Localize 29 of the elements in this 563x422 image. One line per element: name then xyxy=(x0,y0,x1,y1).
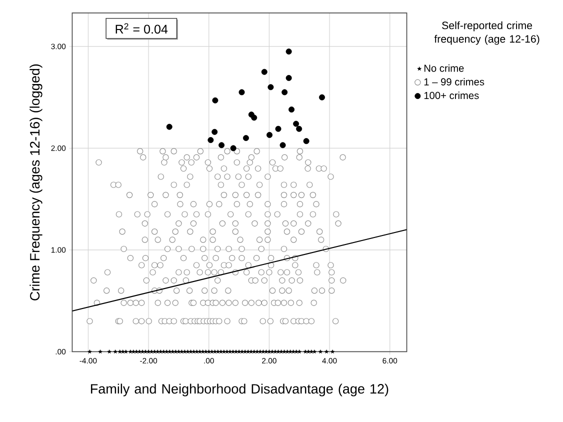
point xyxy=(166,124,172,130)
point xyxy=(275,126,282,132)
legend-label: No crime xyxy=(424,64,464,72)
point xyxy=(318,94,325,100)
point xyxy=(296,126,302,132)
point xyxy=(212,97,218,104)
point xyxy=(212,129,218,136)
legend-label: 1 – 99 crimes xyxy=(424,78,484,86)
point xyxy=(293,120,300,127)
point xyxy=(266,132,273,138)
point xyxy=(288,106,295,113)
point xyxy=(238,89,245,96)
legend-label: 100+ crimes xyxy=(424,92,479,100)
x-axis-title: Family and Neighborhood Disadvantage (age 12) xyxy=(90,384,388,396)
point xyxy=(282,89,288,96)
point xyxy=(286,75,292,82)
point xyxy=(208,137,214,144)
annotation: R$^{2}$ = 0.04 xyxy=(116,23,168,34)
y-axis-title: Crime Frequency (ages 12-16) (logged) xyxy=(30,64,42,300)
point xyxy=(261,68,268,75)
point xyxy=(268,84,274,90)
point xyxy=(280,142,286,148)
point xyxy=(242,135,249,142)
point xyxy=(251,114,258,121)
point xyxy=(230,145,236,152)
point xyxy=(218,142,225,148)
point xyxy=(286,48,292,55)
legend-title: Self-reported crime frequency (age 12-16) xyxy=(434,21,540,45)
point xyxy=(303,138,310,144)
